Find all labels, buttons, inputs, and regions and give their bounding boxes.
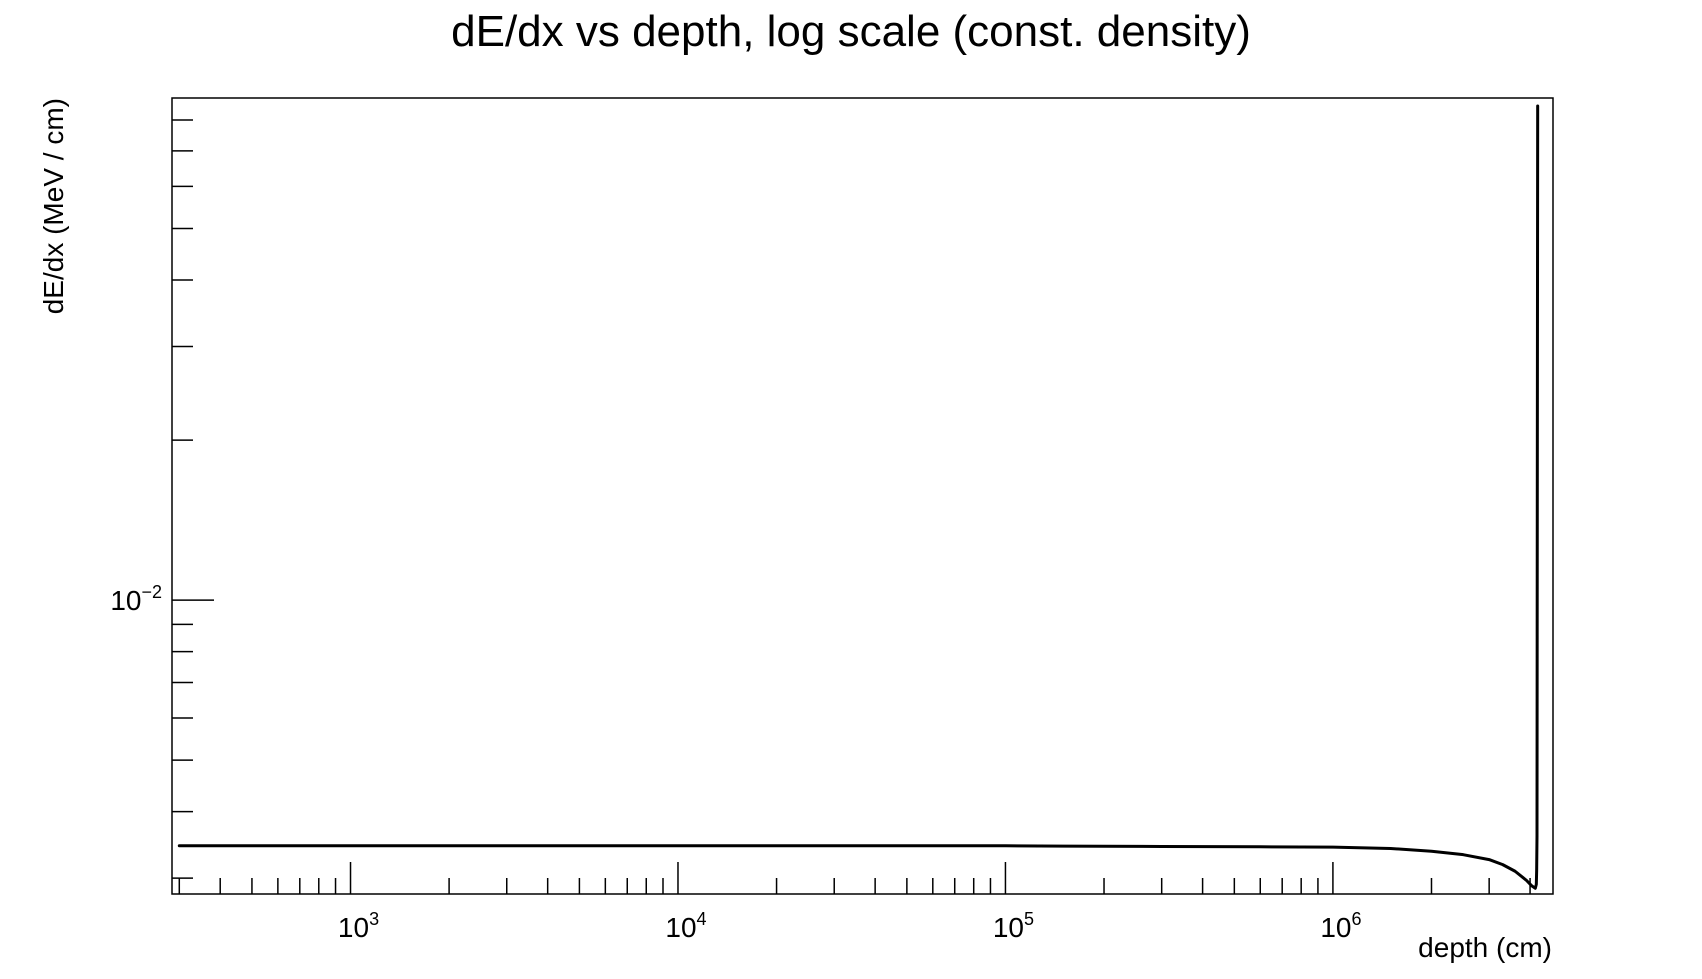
series-point [677,845,679,847]
series-point [1004,845,1006,847]
y-axis-tick-labels: 10−2 [110,582,162,616]
series-point [1535,869,1537,871]
series-point [1536,439,1538,441]
x-axis-label: depth (cm) [1418,932,1552,963]
x-axis-ticks [178,862,1531,894]
plot-frame [171,97,1554,895]
series-point [1259,846,1261,848]
x-tick-label: 106 [1320,909,1361,943]
series-point [1536,835,1538,837]
y-tick-label: 10−2 [110,582,162,616]
series-point [1514,870,1516,872]
x-tick-label: 104 [665,909,706,943]
y-axis-ticks [172,119,214,879]
series-point [1389,847,1391,849]
x-tick-label: 103 [338,909,379,943]
series-point [1502,863,1504,865]
series-point [1535,883,1537,885]
series-point [1531,885,1533,887]
series-point [1430,850,1432,852]
y-axis-label: dE/dx (MeV / cm) [38,98,69,314]
series-point [1536,105,1538,107]
series-point [1160,845,1162,847]
x-tick-label: 105 [993,909,1034,943]
series-point [1534,887,1536,889]
series-line [177,104,1540,890]
series-points [178,105,1539,890]
chart-title: dE/dx vs depth, log scale (const. densit… [451,7,1251,56]
series-point [1488,858,1490,860]
series-point [1462,853,1464,855]
series-point [1525,879,1527,881]
series-point [1332,846,1334,848]
x-axis-tick-labels: 103 104 105 106 [338,909,1362,943]
series-point [349,845,351,847]
series-point [178,845,180,847]
series-point [1062,845,1064,847]
